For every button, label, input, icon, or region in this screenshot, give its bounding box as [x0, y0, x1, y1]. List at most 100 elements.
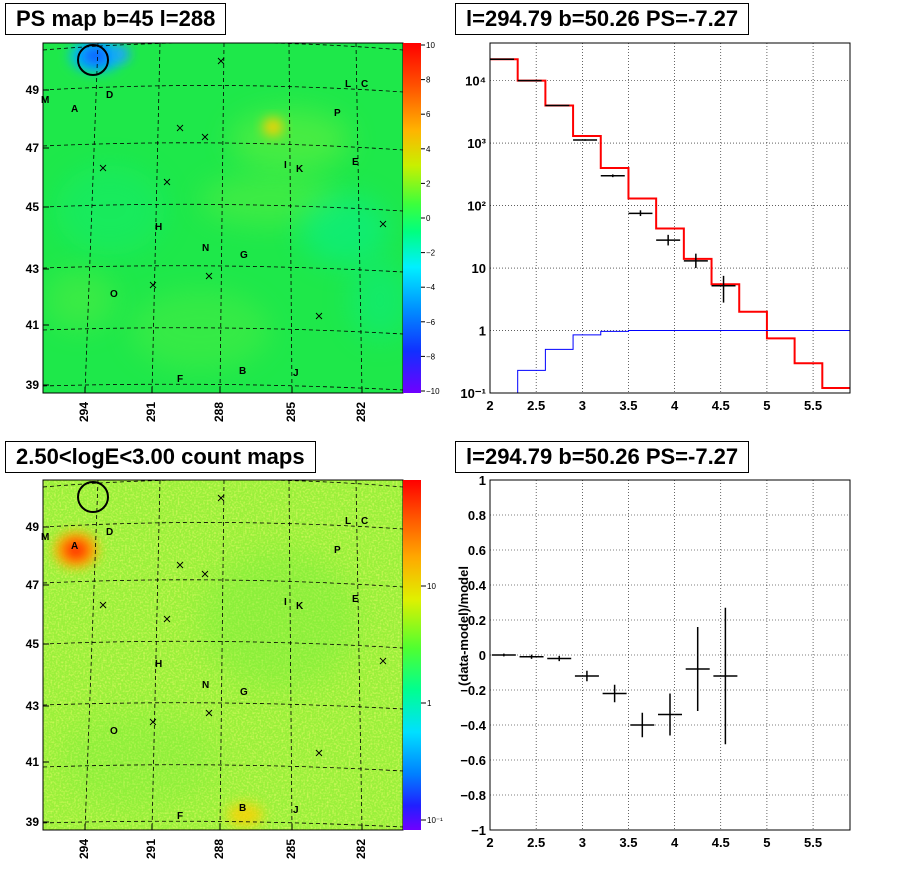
- count-map-title: 2.50<logE<3.00 count maps: [5, 441, 316, 473]
- source-label-f: F: [177, 811, 183, 822]
- source-cross: [201, 133, 209, 141]
- x-tick-label: 2.5: [527, 835, 545, 850]
- ps-map-graticule: [43, 43, 403, 393]
- colorbar-tick-label: −8: [426, 352, 436, 361]
- colorbar-tick-label: 0: [426, 214, 431, 223]
- y-tick-label: 10²: [467, 199, 486, 214]
- source-label-o: O: [110, 289, 118, 300]
- source-cross: [149, 718, 157, 726]
- source-cross: [205, 709, 213, 717]
- x-tick-label: 291: [144, 839, 158, 859]
- x-tick-label: 4.5: [712, 398, 730, 413]
- colorbar-tick-label: −2: [426, 249, 436, 258]
- source-label-k: K: [296, 601, 304, 612]
- x-tick-label: 291: [144, 402, 158, 422]
- y-tick-label: 39: [26, 378, 40, 392]
- source-label-g: G: [240, 687, 248, 698]
- source-cross: [379, 657, 387, 665]
- colorbar-tick-label: 8: [426, 76, 431, 85]
- y-tick-label: 41: [26, 755, 40, 769]
- colorbar-tick-label: 6: [426, 110, 431, 119]
- colorbar-tick-label: 2: [426, 179, 431, 188]
- colorbar-tick-label: −4: [426, 283, 436, 292]
- count-map-crosses: [99, 494, 387, 757]
- source-label-i: I: [284, 160, 287, 171]
- source-label-n: N: [202, 680, 209, 691]
- x-tick-label: 4: [671, 398, 679, 413]
- colorbar-tick-label: 10⁻¹: [427, 816, 443, 825]
- y-tick-label: −0.6: [460, 753, 486, 768]
- spectrum-series: [490, 58, 850, 393]
- y-tick-label: −0.4: [460, 718, 486, 733]
- ps-map-title: PS map b=45 l=288: [5, 3, 227, 35]
- source-label-m: M: [41, 532, 49, 543]
- x-tick-label: 5.5: [804, 835, 822, 850]
- y-tick-label: 49: [26, 83, 40, 97]
- source-label-n: N: [202, 243, 209, 254]
- y-tick-label: 10⁻¹: [460, 386, 486, 401]
- residual-plot: 2 2.5 3 3.5 4 4.5 5 5.5 1 0.8 0.6 0.4 0.2 0 −0.2 −0.4 −0…: [456, 473, 851, 850]
- colorbar-tick-label: 4: [426, 145, 431, 154]
- source-cross: [163, 615, 171, 623]
- source-label-k: K: [296, 164, 304, 175]
- source-label-p: P: [334, 108, 341, 119]
- count-map-circle: [77, 481, 109, 513]
- residual-point: [519, 654, 544, 659]
- spectrum-plot: 2 2.5 3 3.5 4 4.5 5 5.5 10⁴ 10³ 10² 10 1 10⁻¹: [460, 42, 851, 413]
- residual-point: [547, 655, 572, 662]
- y-tick-label: 0.2: [468, 613, 486, 628]
- source-cross: [149, 281, 157, 289]
- colorbar-tick-label: 1: [427, 699, 432, 708]
- source-cross: [176, 124, 184, 132]
- source-label-c: C: [361, 516, 368, 527]
- source-label-p: P: [334, 545, 341, 556]
- source-label-j: J: [293, 368, 299, 379]
- count-map: M A D L C P E I K H N G O F B J 294 291 288 285 282 49 47 45 43…: [26, 479, 443, 859]
- y-tick-label: 47: [26, 578, 40, 592]
- y-tick-label: 45: [26, 200, 40, 214]
- background-curve: [517, 330, 850, 393]
- y-tick-label: 0.4: [468, 578, 487, 593]
- source-cross: [315, 312, 323, 320]
- x-tick-label: 2: [486, 835, 493, 850]
- spectrum-axes: 2 2.5 3 3.5 4 4.5 5 5.5 10⁴ 10³ 10² 10 1 10⁻¹: [460, 74, 822, 413]
- y-tick-label: 45: [26, 637, 40, 651]
- x-tick-label: 285: [284, 402, 298, 422]
- source-label-l: L: [345, 516, 351, 527]
- source-cross: [163, 178, 171, 186]
- x-tick-label: 282: [354, 839, 368, 859]
- y-tick-label: 49: [26, 520, 40, 534]
- source-label-e: E: [352, 594, 359, 605]
- x-tick-label: 3: [579, 398, 586, 413]
- x-tick-label: 288: [212, 839, 226, 859]
- source-cross: [99, 601, 107, 609]
- count-map-axes: 294 291 288 285 282 49 47 45 43 41 39: [26, 520, 369, 859]
- count-map-source-labels: M A D L C P E I K H N G O F B J: [41, 516, 368, 822]
- source-label-d: D: [106, 90, 113, 101]
- y-tick-label: 47: [26, 141, 40, 155]
- ps-colorbar-ticks: 10 8 6 4 2 0 −2 −4 −6 −8 −10: [421, 41, 440, 396]
- source-label-c: C: [361, 79, 368, 90]
- x-tick-label: 4.5: [712, 835, 730, 850]
- ps-map-crosses: [99, 57, 387, 320]
- x-tick-label: 3.5: [619, 398, 637, 413]
- source-label-f: F: [177, 374, 183, 385]
- residual-axes: 2 2.5 3 3.5 4 4.5 5 5.5 1 0.8 0.6 0.4 0.2 0 −0.2 −0.4 −0…: [460, 473, 822, 850]
- residual-point: [602, 684, 627, 703]
- source-label-m: M: [41, 95, 49, 106]
- y-tick-label: 41: [26, 318, 40, 332]
- count-colorbar: [403, 480, 421, 830]
- residual-point: [491, 653, 516, 657]
- x-tick-label: 5: [763, 398, 770, 413]
- x-tick-label: 2: [486, 398, 493, 413]
- y-tick-label: 39: [26, 815, 40, 829]
- source-cross: [315, 749, 323, 757]
- colorbar-tick-label: 10: [426, 41, 435, 50]
- ps-colorbar: [403, 43, 421, 393]
- y-tick-label: 0.8: [468, 508, 486, 523]
- source-cross: [205, 272, 213, 280]
- ps-map-axes: 294 291 288 285 282 49 47 45 43 41 39: [26, 83, 369, 422]
- ps-map-positive-hotspot: [263, 118, 283, 136]
- source-cross: [99, 164, 107, 172]
